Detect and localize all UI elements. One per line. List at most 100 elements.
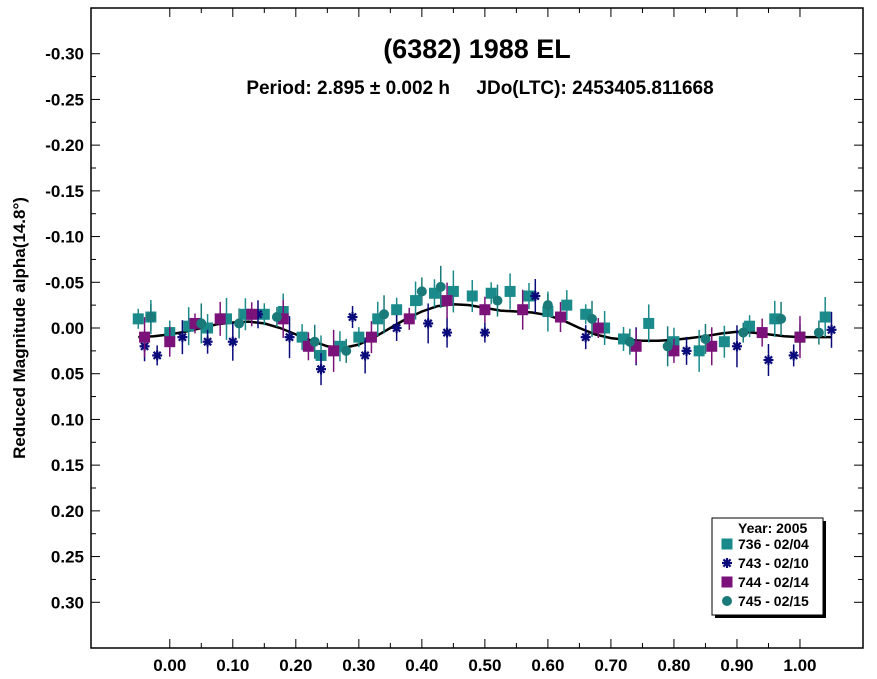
asterisk-stroke: [316, 364, 326, 374]
data-point: [391, 304, 403, 316]
data-point: [284, 332, 295, 343]
x-tick-label: 0.80: [657, 656, 690, 675]
data-point: [441, 295, 453, 307]
asterisk-stroke: [360, 351, 370, 360]
chart-title: (6382) 1988 EL: [383, 34, 571, 64]
data-point: [561, 299, 573, 311]
asterisk-stroke: [480, 328, 490, 337]
y-tick-label: -0.05: [45, 273, 84, 292]
data-point: [246, 308, 258, 320]
data-point: [296, 331, 308, 343]
data-point: [587, 313, 598, 324]
data-point: [826, 324, 837, 335]
asterisk-stroke: [423, 319, 433, 328]
data-point: [139, 331, 151, 343]
data-point: [423, 318, 434, 329]
legend-marker: [721, 538, 733, 550]
data-point: [152, 350, 163, 361]
asterisk-stroke: [827, 325, 836, 335]
data-point: [347, 312, 358, 323]
data-point: [517, 304, 529, 316]
data-point: [403, 313, 415, 325]
data-point: [788, 350, 799, 361]
legend-marker: [722, 596, 732, 606]
x-tick-label: 0.50: [468, 656, 501, 675]
data-point: [227, 336, 238, 347]
x-tick-label: 0.00: [153, 656, 186, 675]
data-point: [813, 327, 824, 338]
asterisk-stroke: [392, 323, 402, 333]
y-tick-label: -0.30: [45, 45, 84, 64]
data-point: [693, 345, 705, 357]
legend-entries: 736 - 02/04 743 - 02/10 744 - 02/14 745 - 0…: [721, 536, 809, 609]
x-tick-label: 0.30: [342, 656, 375, 675]
data-point: [580, 332, 591, 343]
x-tick-label: 0.40: [405, 656, 438, 675]
data-point: [234, 318, 245, 329]
data-point: [681, 345, 692, 356]
data-point: [328, 345, 340, 357]
data-point: [435, 281, 446, 292]
legend-entry-label: 743 - 02/10: [738, 555, 809, 571]
data-point: [341, 345, 352, 356]
data-point: [177, 332, 188, 343]
data-point: [744, 320, 756, 332]
data-point: [309, 336, 320, 347]
data-point: [391, 323, 402, 333]
data-point: [504, 285, 516, 297]
data-points: [132, 265, 837, 386]
asterisk-stroke: [530, 291, 540, 301]
y-axis-ticks: -0.30 -0.25 -0.20 -0.15 -0.10 -0.05 0.00 0.05 0.…: [45, 45, 863, 612]
y-tick-label: 0.10: [51, 410, 84, 429]
data-point: [819, 311, 831, 323]
data-point: [542, 300, 553, 311]
data-point: [643, 317, 655, 329]
legend-shadow-right: [823, 521, 826, 618]
asterisk-stroke: [152, 351, 162, 360]
legend-entry-label: 744 - 02/14: [738, 574, 809, 590]
x-tick-label: 0.70: [594, 656, 627, 675]
asterisk-stroke: [682, 346, 691, 356]
data-point: [316, 364, 327, 375]
y-tick-label: 0.00: [51, 319, 84, 338]
data-point: [731, 341, 742, 352]
x-tick-label: 0.60: [531, 656, 564, 675]
legend-marker: [721, 576, 733, 588]
data-point: [145, 312, 156, 323]
data-point: [416, 286, 427, 297]
data-point: [271, 312, 282, 323]
asterisk-stroke: [228, 337, 238, 347]
x-tick-label: 0.10: [216, 656, 249, 675]
data-point: [353, 331, 365, 343]
legend-entry-label: 745 - 02/15: [738, 593, 809, 609]
data-point: [428, 287, 440, 299]
data-point: [379, 309, 390, 320]
asterisk-stroke: [581, 332, 591, 342]
data-point: [555, 311, 567, 323]
data-point: [718, 336, 730, 348]
y-tick-label: -0.20: [45, 136, 84, 155]
data-point: [492, 295, 503, 306]
data-point: [592, 322, 604, 334]
y-tick-label: -0.10: [45, 228, 84, 247]
asterisk-stroke: [285, 332, 294, 342]
data-point: [132, 313, 144, 325]
data-point: [196, 318, 207, 329]
data-point: [624, 336, 635, 347]
data-point: [530, 291, 541, 301]
chart-subtitle: Period: 2.895 ± 0.002 h JDo(LTC): 245340…: [246, 78, 713, 99]
data-point: [202, 336, 213, 347]
data-point: [700, 333, 711, 344]
asterisk-stroke: [722, 558, 732, 568]
asterisk-stroke: [178, 332, 187, 342]
data-point: [485, 287, 497, 299]
data-point: [410, 295, 422, 307]
y-tick-label: 0.25: [51, 548, 84, 567]
y-tick-label: 0.05: [51, 365, 84, 384]
data-point: [763, 355, 774, 365]
data-point: [365, 331, 377, 343]
x-tick-label: 1.00: [783, 656, 816, 675]
data-point: [479, 304, 491, 316]
data-point: [447, 285, 459, 297]
